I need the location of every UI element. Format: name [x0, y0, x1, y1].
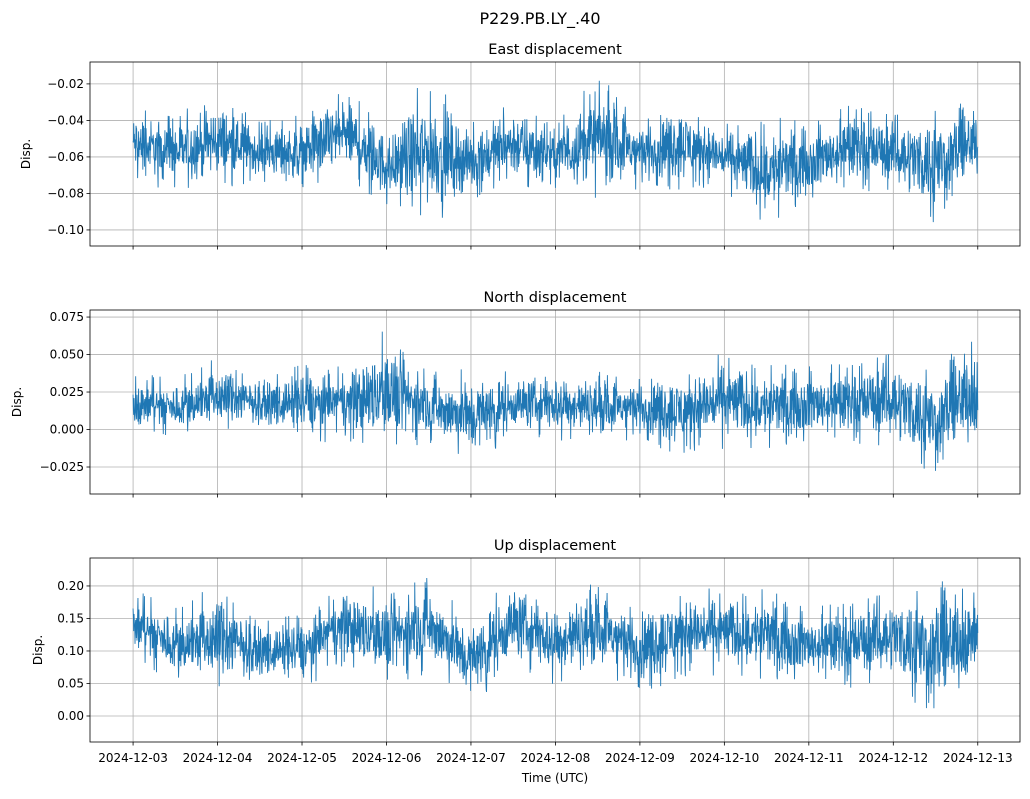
y-tick-label: −0.02 — [47, 77, 84, 91]
y-axis-label: Disp. — [19, 139, 33, 169]
x-tick-label: 2024-12-10 — [689, 751, 759, 765]
figure-title: P229.PB.LY_.40 — [480, 9, 601, 29]
y-tick-label: 0.20 — [57, 579, 84, 593]
panel-0: −0.02 −0.04 −0.06 −0.08 −0.10 East displaceme… — [19, 42, 1021, 250]
plot-frame — [89, 61, 1021, 247]
plot-frame — [89, 557, 1021, 743]
series-line — [132, 577, 979, 709]
x-tick-label: 2024-12-08 — [521, 751, 591, 765]
y-tick-label: −0.04 — [47, 113, 84, 127]
panel-title: East displacement — [488, 42, 622, 58]
y-tick-label: 0.05 — [57, 676, 84, 690]
y-tick-label: 0.050 — [50, 348, 84, 362]
y-tick-label: 0.10 — [57, 644, 84, 658]
x-tick-label: 2024-12-07 — [436, 751, 506, 765]
x-tick-label: 2024-12-13 — [943, 751, 1013, 765]
y-tick-label: −0.025 — [40, 460, 84, 474]
y-axis-label: Disp. — [10, 387, 24, 417]
y-axis-label: Disp. — [31, 635, 45, 665]
y-tick-label: 0.075 — [50, 310, 84, 324]
y-tick-label: −0.06 — [47, 150, 84, 164]
panel-title: Up displacement — [494, 538, 616, 554]
y-tick-label: 0.00 — [57, 709, 84, 723]
x-axis-label: Time (UTC) — [521, 771, 588, 785]
y-tick-label: 0.000 — [50, 423, 84, 437]
panel-2: 2024-12-03 2024-12-04 2024-12-05 2024-12-06… — [31, 538, 1021, 765]
x-tick-label: 2024-12-06 — [352, 751, 422, 765]
x-tick-label: 2024-12-03 — [98, 751, 168, 765]
y-tick-label: 0.15 — [57, 611, 84, 625]
series-line — [132, 80, 979, 223]
series-line — [132, 331, 979, 471]
plot-frame — [89, 309, 1021, 495]
y-tick-label: −0.10 — [47, 223, 84, 237]
x-tick-label: 2024-12-04 — [183, 751, 253, 765]
y-tick-label: 0.025 — [50, 385, 84, 399]
panel-1: 0.075 0.050 0.025 0.000 −0.025 North displace… — [10, 290, 1021, 498]
y-tick-label: −0.08 — [47, 186, 84, 200]
x-tick-label: 2024-12-05 — [267, 751, 337, 765]
x-tick-label: 2024-12-11 — [774, 751, 844, 765]
x-tick-label: 2024-12-09 — [605, 751, 675, 765]
panel-title: North displacement — [484, 290, 627, 306]
x-tick-label: 2024-12-12 — [858, 751, 928, 765]
